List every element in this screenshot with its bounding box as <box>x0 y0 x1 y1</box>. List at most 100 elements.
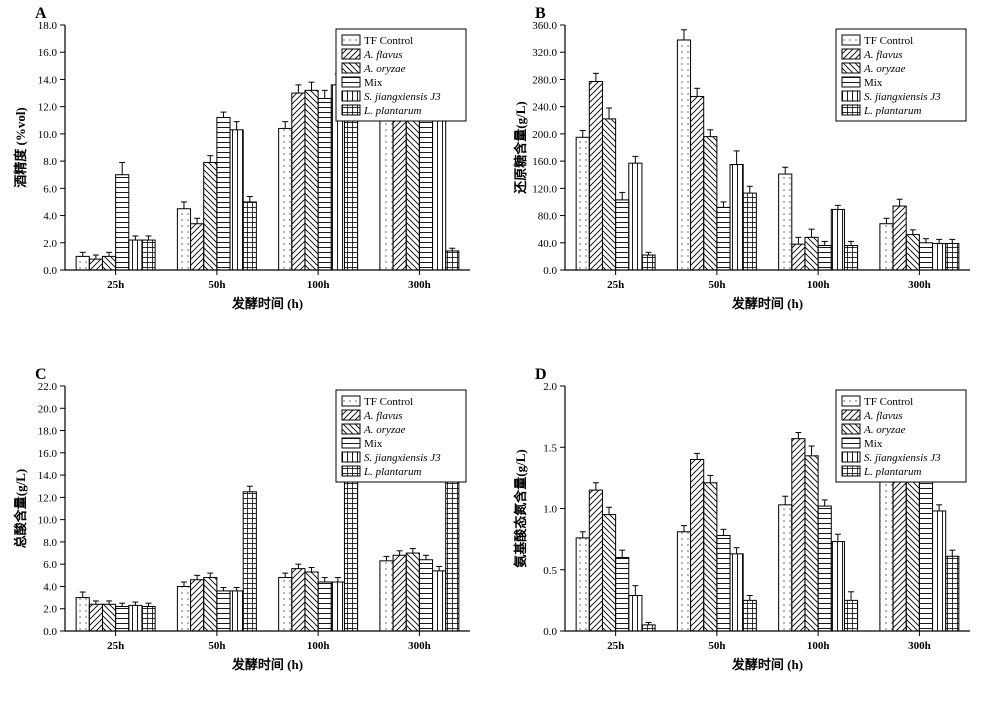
svg-text:240.0: 240.0 <box>532 102 557 114</box>
svg-text:4.0: 4.0 <box>43 581 57 593</box>
svg-text:0.5: 0.5 <box>543 565 557 577</box>
svg-text:300h: 300h <box>408 279 431 291</box>
bar <box>704 137 717 270</box>
bar <box>177 209 190 270</box>
bar <box>76 598 89 631</box>
bar <box>116 175 129 270</box>
svg-text:25h: 25h <box>107 279 124 291</box>
bar <box>743 600 756 631</box>
bar <box>880 479 893 631</box>
legend-label: A. flavus <box>363 49 403 61</box>
bar <box>191 224 204 270</box>
bar <box>642 625 655 631</box>
bar <box>602 515 615 631</box>
panel-label: A <box>35 5 47 23</box>
bar <box>446 251 459 270</box>
bar <box>946 243 959 270</box>
bar <box>305 90 318 270</box>
bar <box>76 256 89 270</box>
svg-text:10.0: 10.0 <box>38 515 58 527</box>
bar <box>89 259 102 270</box>
svg-text:12.0: 12.0 <box>38 102 58 114</box>
panel-C: C0.02.04.06.08.010.012.014.016.018.020.0… <box>10 371 490 702</box>
bar <box>743 193 756 270</box>
bar <box>142 240 155 270</box>
bar <box>243 202 256 270</box>
panel-D: D0.00.51.01.52.0氨基酸态氮含量(g/L)25h50h100h30… <box>510 371 990 702</box>
legend-label: Mix <box>364 438 383 450</box>
legend-label: Mix <box>864 77 883 89</box>
svg-text:100h: 100h <box>307 279 330 291</box>
bar <box>129 240 142 270</box>
y-axis-label: 总酸含量(g/L) <box>13 469 28 548</box>
bar <box>642 255 655 270</box>
svg-text:4.0: 4.0 <box>43 211 57 223</box>
svg-text:0.0: 0.0 <box>543 265 557 277</box>
bar <box>779 505 792 631</box>
svg-text:20.0: 20.0 <box>38 403 58 415</box>
legend-label: A. oryzae <box>363 424 406 436</box>
svg-text:0.0: 0.0 <box>43 626 57 638</box>
svg-text:8.0: 8.0 <box>43 537 57 549</box>
bar <box>792 439 805 631</box>
bar <box>102 604 115 631</box>
svg-text:100h: 100h <box>807 640 830 652</box>
bar <box>602 119 615 270</box>
bar <box>230 591 243 631</box>
svg-text:300h: 300h <box>408 640 431 652</box>
bar <box>933 243 946 270</box>
bar <box>292 93 305 270</box>
svg-text:50h: 50h <box>708 640 725 652</box>
legend-label: S. jiangxiensis J3 <box>364 452 441 464</box>
legend-label: L. plantarum <box>363 466 422 478</box>
svg-text:100h: 100h <box>807 279 830 291</box>
bar <box>677 532 690 631</box>
bar <box>142 607 155 632</box>
bar <box>243 492 256 631</box>
bar <box>393 555 406 631</box>
bar <box>344 462 357 631</box>
legend-label: L. plantarum <box>863 105 922 117</box>
svg-text:0.0: 0.0 <box>43 265 57 277</box>
svg-text:300h: 300h <box>908 279 931 291</box>
legend-label: S. jiangxiensis J3 <box>864 452 941 464</box>
legend-label: Mix <box>364 77 383 89</box>
bar <box>906 235 919 270</box>
svg-text:50h: 50h <box>208 640 225 652</box>
legend-label: TF Control <box>364 35 413 47</box>
legend-label: L. plantarum <box>863 466 922 478</box>
bar <box>629 163 642 270</box>
svg-text:0.0: 0.0 <box>543 626 557 638</box>
bar <box>818 246 831 271</box>
panel-label: D <box>535 366 547 384</box>
bar <box>691 96 704 270</box>
svg-text:25h: 25h <box>107 640 124 652</box>
bar <box>717 535 730 631</box>
svg-text:25h: 25h <box>607 640 624 652</box>
y-axis-label: 还原糖含量(g/L) <box>513 101 528 194</box>
svg-text:18.0: 18.0 <box>38 426 58 438</box>
svg-text:200.0: 200.0 <box>532 129 557 141</box>
bar <box>946 556 959 631</box>
bar <box>217 591 230 631</box>
bar <box>279 578 292 631</box>
bar <box>893 206 906 270</box>
svg-text:25h: 25h <box>607 279 624 291</box>
panel-A: A0.02.04.06.08.010.012.014.016.018.0酒精度 … <box>10 10 490 341</box>
bar <box>419 560 432 631</box>
bar <box>844 246 857 271</box>
bar <box>380 561 393 631</box>
bar <box>629 595 642 631</box>
bar <box>831 542 844 631</box>
bar <box>933 511 946 631</box>
bar <box>204 162 217 270</box>
svg-text:300h: 300h <box>908 640 931 652</box>
legend-label: TF Control <box>364 396 413 408</box>
y-axis-label: 酒精度 (%vol) <box>13 107 28 188</box>
legend-label: A. flavus <box>363 410 403 422</box>
svg-text:120.0: 120.0 <box>532 183 557 195</box>
svg-text:1.5: 1.5 <box>543 442 557 454</box>
bar <box>919 473 932 631</box>
bar <box>129 605 142 631</box>
bar <box>691 460 704 632</box>
